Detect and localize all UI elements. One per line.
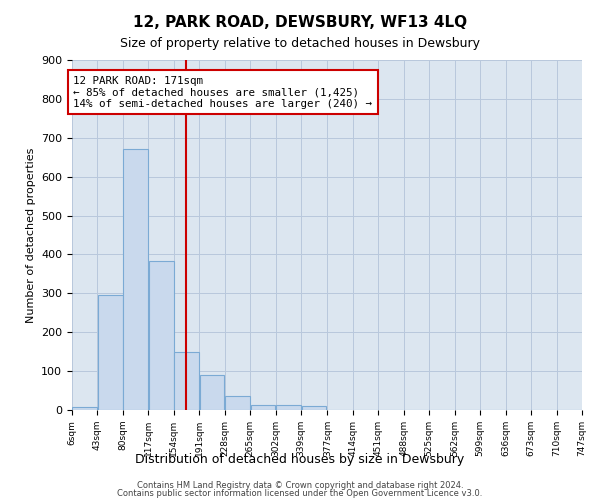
Text: Contains public sector information licensed under the Open Government Licence v3: Contains public sector information licen… bbox=[118, 489, 482, 498]
Bar bbox=[225, 396, 250, 410]
Bar bbox=[123, 148, 148, 410]
Text: Contains HM Land Registry data © Crown copyright and database right 2024.: Contains HM Land Registry data © Crown c… bbox=[137, 480, 463, 490]
Bar bbox=[149, 261, 173, 410]
Bar bbox=[251, 405, 275, 410]
Y-axis label: Number of detached properties: Number of detached properties bbox=[26, 148, 35, 322]
Bar bbox=[73, 408, 97, 410]
Bar bbox=[302, 406, 326, 410]
Bar bbox=[276, 405, 301, 410]
Text: Size of property relative to detached houses in Dewsbury: Size of property relative to detached ho… bbox=[120, 38, 480, 51]
Text: Distribution of detached houses by size in Dewsbury: Distribution of detached houses by size … bbox=[136, 452, 464, 466]
Text: 12, PARK ROAD, DEWSBURY, WF13 4LQ: 12, PARK ROAD, DEWSBURY, WF13 4LQ bbox=[133, 15, 467, 30]
Text: 12 PARK ROAD: 171sqm
← 85% of detached houses are smaller (1,425)
14% of semi-de: 12 PARK ROAD: 171sqm ← 85% of detached h… bbox=[73, 76, 373, 109]
Bar bbox=[200, 375, 224, 410]
Bar bbox=[174, 352, 199, 410]
Bar bbox=[98, 296, 122, 410]
